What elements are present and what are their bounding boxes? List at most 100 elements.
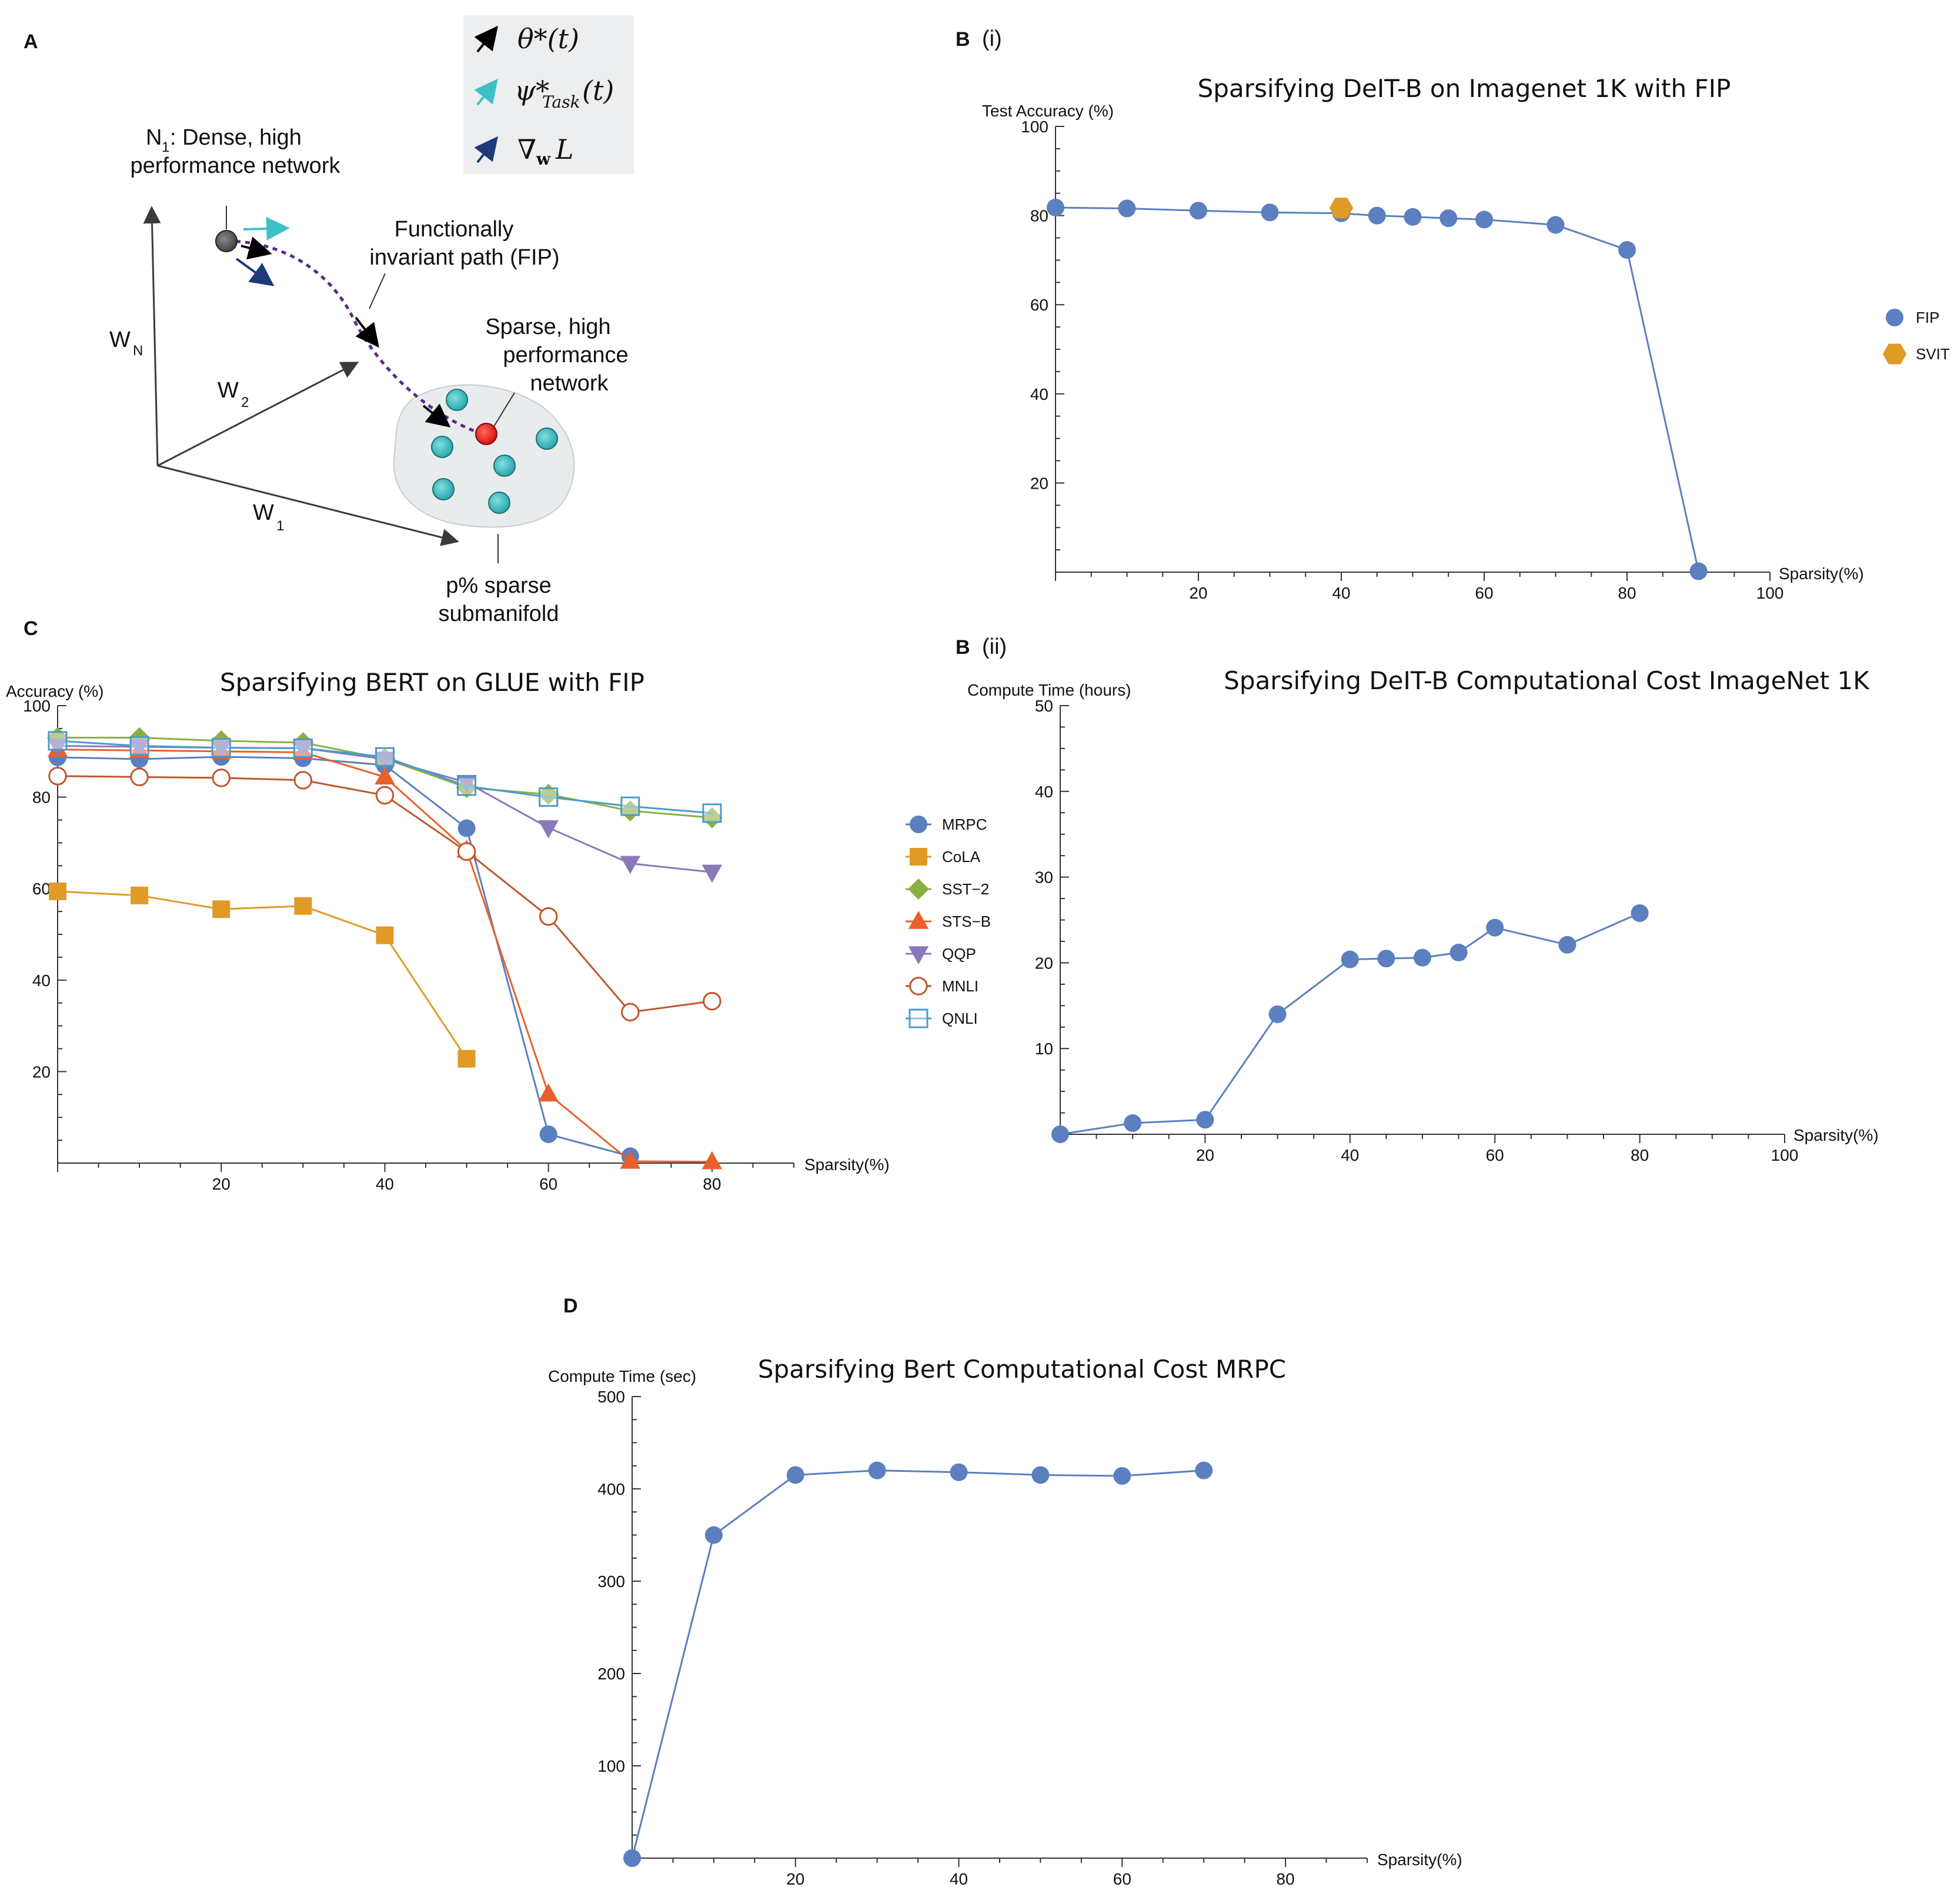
data-point — [211, 740, 232, 759]
data-point — [1195, 1461, 1213, 1479]
data-point — [457, 819, 476, 837]
data-point — [1196, 1111, 1214, 1129]
data-point — [621, 1003, 640, 1022]
x-tick-label: 20 — [1189, 584, 1207, 602]
fip-diagram: θ*(t) ψ* Task (t) ∇ w L W N W 2 W 1 — [109, 15, 634, 626]
series-qqp — [47, 738, 723, 883]
axis-w2-label: W — [218, 378, 239, 403]
data-point — [1051, 1125, 1069, 1143]
data-point — [1261, 203, 1279, 222]
x-tick-label: 60 — [1486, 1146, 1504, 1164]
panel-label-bii-sub: (ii) — [982, 634, 1007, 659]
y-axis-label: Compute Time (sec) — [548, 1367, 696, 1385]
axis-w2 — [157, 362, 359, 467]
fip-path-arrow — [355, 316, 379, 348]
x-tick-label: 40 — [1332, 584, 1350, 602]
legend-marker — [909, 977, 928, 996]
legend-label: CoLA — [942, 848, 981, 866]
sparse-label-line2: performance — [503, 343, 628, 368]
data-point — [129, 739, 150, 758]
gradient-arrow-icon — [474, 136, 498, 163]
x-tick-label: 40 — [1341, 1146, 1359, 1164]
x-tick-label: 60 — [1113, 1870, 1131, 1888]
sparse-label-line1: Sparse, high — [485, 315, 610, 339]
legend-item: FIP — [1886, 309, 1939, 326]
series-line — [1060, 912, 1641, 1135]
data-point — [1439, 209, 1458, 228]
data-point — [457, 776, 477, 796]
fip-path-arrow — [422, 403, 451, 427]
x-tick-label: 80 — [1277, 1870, 1295, 1888]
leader-line — [493, 392, 515, 427]
legend-marker — [908, 946, 929, 964]
axis-wn-sub: N — [133, 343, 143, 359]
data-point — [456, 774, 477, 793]
legend-label: MNLI — [942, 977, 978, 995]
y-tick-label: 40 — [1035, 783, 1053, 801]
data-point — [538, 1083, 559, 1102]
data-point — [212, 769, 231, 787]
y-tick-label: 400 — [597, 1480, 625, 1498]
series-line — [57, 749, 712, 1163]
sparse-network-node — [446, 389, 468, 411]
data-point — [538, 820, 559, 839]
panel-label-a: A — [24, 31, 38, 53]
gradient-direction-arrow — [235, 258, 275, 286]
plot-area: 20 40 60 80 100 10 20 30 40 50 — [1035, 697, 1799, 1164]
legend-item: CoLA — [906, 848, 981, 866]
data-point — [48, 731, 68, 751]
legend-marker — [1882, 343, 1907, 365]
data-point — [375, 766, 395, 785]
manifold-label-line2: submanifold — [439, 602, 559, 626]
fip-label-line2: invariant path (FIP) — [369, 245, 559, 270]
chart-title: Sparsifying BERT on GLUE with FIP — [220, 668, 644, 697]
chart-legend: MRPC CoLA SST−2 STS−B QQP MNLI QNLI — [906, 816, 991, 1028]
y-tick-label: 500 — [597, 1388, 625, 1406]
axis-w1-sub: 1 — [276, 518, 284, 534]
x-tick-label: 80 — [1631, 1146, 1649, 1164]
legend-marker — [1886, 309, 1903, 326]
legend-item: QQP — [906, 945, 976, 964]
data-point — [376, 926, 394, 944]
legend-grad: ∇ — [517, 133, 536, 165]
fip-label-line1: Functionally — [395, 217, 514, 242]
series-line — [1055, 206, 1699, 572]
legend-item: SVIT — [1882, 343, 1950, 365]
y-tick-label: 40 — [32, 971, 51, 990]
dense-label-line2: performance network — [131, 153, 341, 178]
data-point — [129, 736, 149, 756]
data-point — [539, 787, 559, 807]
chart-legend: FIP SVIT — [1882, 309, 1950, 365]
dense-network-node — [215, 230, 238, 252]
theta-direction-arrow — [241, 236, 272, 260]
legend-item: STS−B — [906, 911, 991, 930]
data-point — [1268, 1005, 1287, 1023]
x-tick-label: 40 — [950, 1870, 968, 1888]
legend-item: QNLI — [906, 1008, 978, 1028]
legend-psi-tail: (t) — [582, 75, 614, 106]
series-mnli — [48, 767, 722, 1022]
series-mrpc — [49, 748, 639, 1165]
chart-deit-accuracy: Sparsifying DeIT-B on Imagenet 1K with F… — [982, 74, 1950, 602]
data-point — [1031, 1466, 1050, 1484]
plot-area: 20 40 60 80 20 40 60 80 100 — [23, 697, 794, 1193]
data-point — [457, 1050, 476, 1068]
y-tick-label: 10 — [1035, 1040, 1053, 1058]
data-point — [1558, 936, 1576, 954]
sparse-network-node — [488, 492, 510, 514]
axis-wn — [143, 206, 161, 466]
sparse-label-line3: network — [530, 371, 609, 396]
series-cola — [49, 882, 476, 1068]
chart-bert-glue-accuracy: Sparsifying BERT on GLUE with FIP Accura… — [6, 668, 991, 1193]
data-point — [702, 803, 722, 823]
data-point — [375, 747, 395, 767]
data-point — [48, 767, 67, 786]
x-tick-label: 20 — [212, 1175, 231, 1193]
series-line — [57, 756, 631, 1157]
data-point — [130, 767, 149, 787]
data-point — [211, 738, 231, 758]
data-point — [704, 1526, 723, 1544]
legend-item: SST−2 — [906, 878, 989, 900]
sparse-submanifold — [393, 384, 575, 528]
data-point — [457, 842, 476, 861]
